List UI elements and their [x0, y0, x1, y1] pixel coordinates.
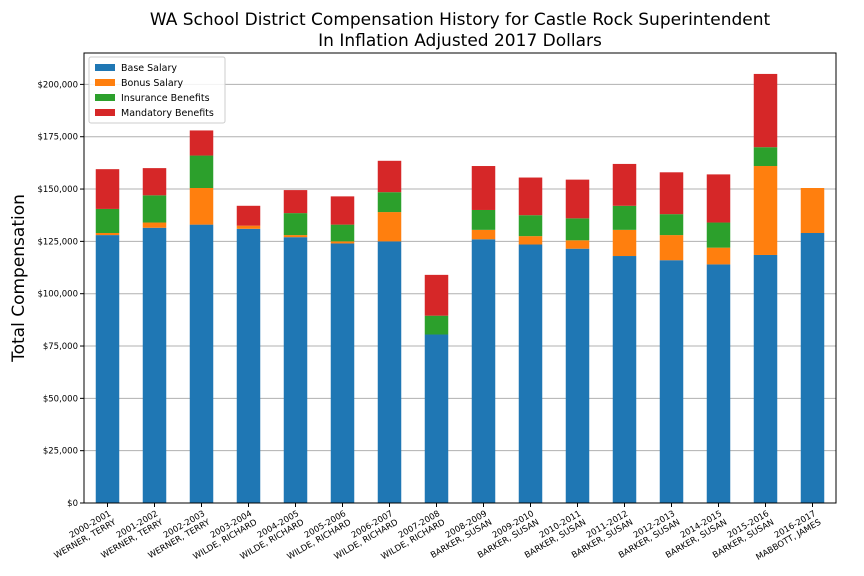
y-tick-label: $175,000 — [37, 133, 78, 143]
bar-insurance-benefits — [612, 205, 637, 230]
bar-mandatory-benefits — [471, 166, 496, 210]
bar-mandatory-benefits — [377, 160, 402, 193]
bar-insurance-benefits — [189, 155, 214, 188]
bar-bonus-salary — [236, 225, 261, 229]
bar-mandatory-benefits — [189, 130, 214, 156]
bar-bonus-salary — [753, 166, 778, 255]
bar-base-salary — [283, 237, 308, 504]
legend-label: Base Salary — [121, 63, 177, 74]
bar-insurance-benefits — [95, 208, 120, 233]
bar-insurance-benefits — [377, 192, 402, 213]
bar-insurance-benefits — [283, 213, 308, 236]
y-tick-label: $25,000 — [43, 447, 78, 457]
bar-base-salary — [377, 241, 402, 504]
y-axis-label: Total Compensation — [9, 194, 29, 363]
legend-swatch — [95, 64, 115, 71]
bar-mandatory-benefits — [518, 177, 543, 216]
bar-bonus-salary — [800, 188, 825, 233]
legend-swatch — [95, 79, 115, 86]
y-tick-label: $75,000 — [43, 342, 78, 352]
bar-bonus-salary — [330, 241, 355, 244]
chart-subtitle: In Inflation Adjusted 2017 Dollars — [318, 31, 602, 51]
chart-title: WA School District Compensation History … — [150, 10, 771, 30]
bar-mandatory-benefits — [424, 274, 449, 316]
y-tick-label: $50,000 — [43, 394, 78, 404]
legend-label: Insurance Benefits — [121, 93, 210, 104]
plot-frame — [83, 52, 837, 504]
legend-label: Mandatory Benefits — [121, 108, 214, 119]
bar-mandatory-benefits — [565, 179, 590, 219]
bar-base-salary — [518, 244, 543, 503]
bar-bonus-salary — [518, 236, 543, 245]
bar-bonus-salary — [659, 235, 684, 261]
bar-mandatory-benefits — [95, 169, 120, 209]
bar-insurance-benefits — [142, 195, 167, 223]
bar-bonus-salary — [377, 212, 402, 242]
bar-base-salary — [330, 243, 355, 503]
bar-base-salary — [471, 239, 496, 504]
y-tick-label: $100,000 — [37, 290, 78, 300]
bar-mandatory-benefits — [706, 174, 731, 223]
bar-bonus-salary — [189, 188, 214, 225]
bar-base-salary — [800, 233, 825, 503]
bar-base-salary — [424, 334, 449, 503]
bar-insurance-benefits — [659, 214, 684, 236]
bar-bonus-salary — [471, 229, 496, 240]
bars-group — [95, 73, 825, 504]
legend-box — [88, 56, 226, 124]
bar-bonus-salary — [283, 235, 308, 238]
legend: Base Salary Bonus Salary Insurance Benefit… — [88, 56, 226, 124]
bar-base-salary — [189, 224, 214, 503]
bar-base-salary — [95, 235, 120, 503]
bar-bonus-salary — [565, 240, 590, 249]
bar-bonus-salary — [706, 247, 731, 265]
bar-mandatory-benefits — [753, 73, 778, 148]
bar-base-salary — [236, 228, 261, 503]
bar-insurance-benefits — [424, 315, 449, 335]
bar-mandatory-benefits — [612, 163, 637, 206]
bar-insurance-benefits — [753, 147, 778, 167]
bar-base-salary — [659, 260, 684, 503]
bar-insurance-benefits — [471, 209, 496, 230]
bar-base-salary — [142, 227, 167, 503]
bar-base-salary — [753, 254, 778, 503]
y-axis-ticks: $0 $25,000 $50,000 $75,000 $100,000 $125,000 $… — [37, 80, 84, 509]
bar-mandatory-benefits — [142, 168, 167, 196]
bar-bonus-salary — [612, 229, 637, 257]
bar-mandatory-benefits — [330, 196, 355, 225]
bar-base-salary — [706, 264, 731, 503]
bar-insurance-benefits — [518, 215, 543, 237]
y-tick-label: $200,000 — [37, 80, 78, 90]
legend-swatch — [95, 109, 115, 116]
bar-mandatory-benefits — [283, 190, 308, 214]
bar-mandatory-benefits — [659, 172, 684, 215]
bar-mandatory-benefits — [236, 205, 261, 226]
bar-bonus-salary — [95, 233, 120, 236]
bar-base-salary — [612, 256, 637, 503]
bar-base-salary — [565, 248, 590, 503]
legend-swatch — [95, 94, 115, 101]
bar-insurance-benefits — [706, 222, 731, 248]
bar-bonus-salary — [142, 222, 167, 228]
y-tick-label: $0 — [67, 499, 78, 509]
bar-insurance-benefits — [565, 218, 590, 241]
y-tick-label: $125,000 — [37, 237, 78, 247]
y-tick-label: $150,000 — [37, 185, 78, 195]
legend-label: Bonus Salary — [121, 78, 184, 89]
bar-insurance-benefits — [330, 224, 355, 242]
